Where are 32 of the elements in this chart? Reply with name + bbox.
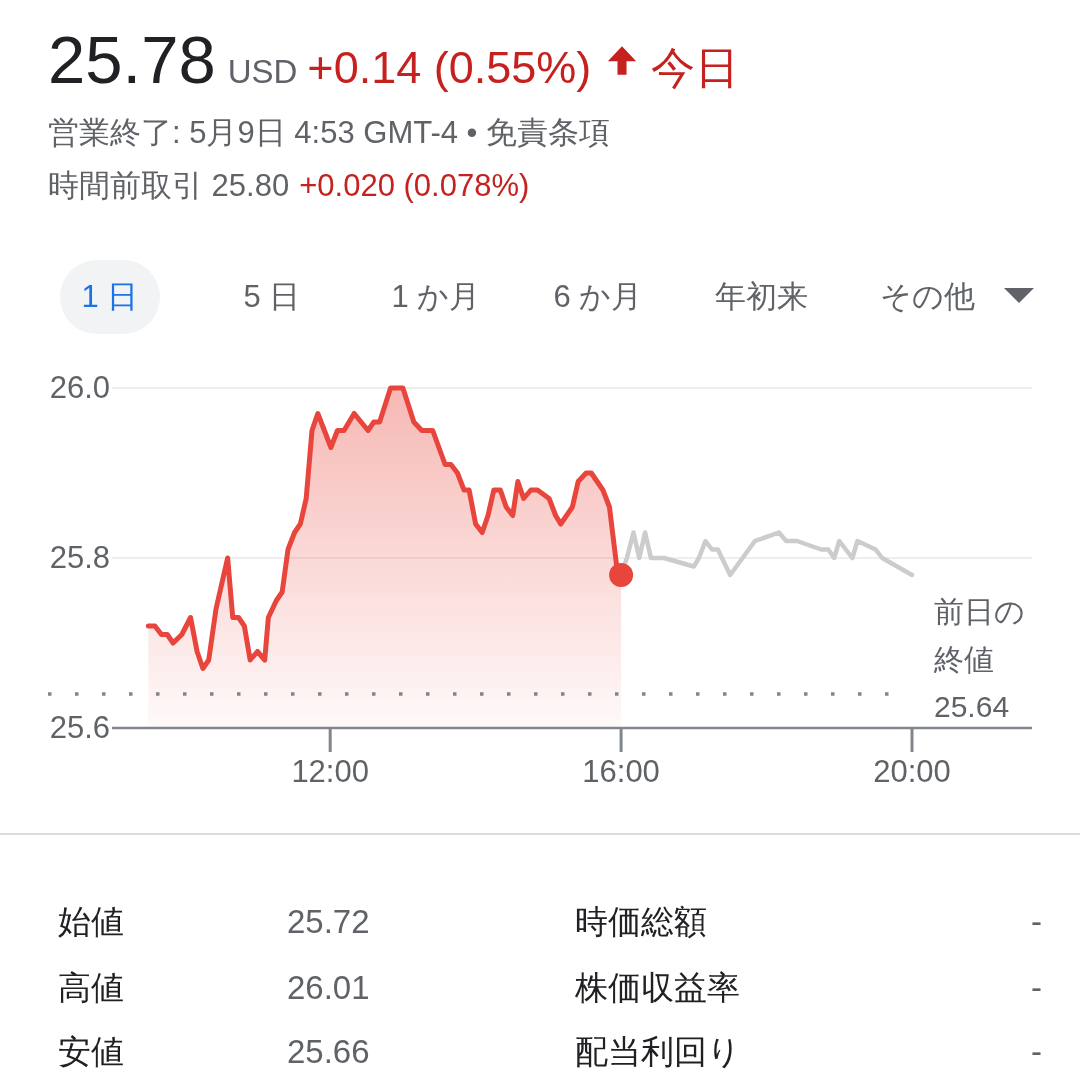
text: - [1031,903,1042,941]
chart-title: 25.78 [48,21,216,99]
y-tick-label: 26.0 [49,370,110,406]
ref-line-label: 前日の終値 25.64 [934,594,1026,725]
text: 今日 [651,43,740,95]
text: 高値 [58,969,124,1007]
text: 1 か月 [391,279,481,315]
text: 6 か月 [553,279,643,315]
text: - [1031,969,1042,1007]
text: +0.14 (0.55%) [307,42,592,95]
text: 始値 [58,903,124,941]
text: 時価総額 [575,903,707,941]
text: 株価収益率 [575,969,740,1007]
x-tick-label: 12:00 [291,754,369,790]
text: 25.66 [287,1033,370,1071]
text: - [1031,1033,1042,1071]
x-tick-label: 20:00 [873,754,951,790]
y-tick-label: 25.6 [49,710,110,746]
y-tick-label: 25.8 [49,540,110,576]
text: 年初来 [714,279,808,315]
text: 安値 [58,1033,124,1071]
text: 1 日 [81,279,139,315]
text: 時間前取引 25.80 [48,168,290,204]
text: 26.01 [287,969,370,1007]
text: 配当利回り [575,1033,741,1071]
text: +0.020 (0.078%) [299,168,530,204]
x-tick-label: 16:00 [582,754,660,790]
text: その他 [879,279,975,315]
text: 25.72 [287,903,370,941]
text: USD [227,53,298,92]
text: 5 日 [243,279,301,315]
text: 営業終了: 5月9日 4:53 GMT-4 • 免責条項 [48,115,611,151]
